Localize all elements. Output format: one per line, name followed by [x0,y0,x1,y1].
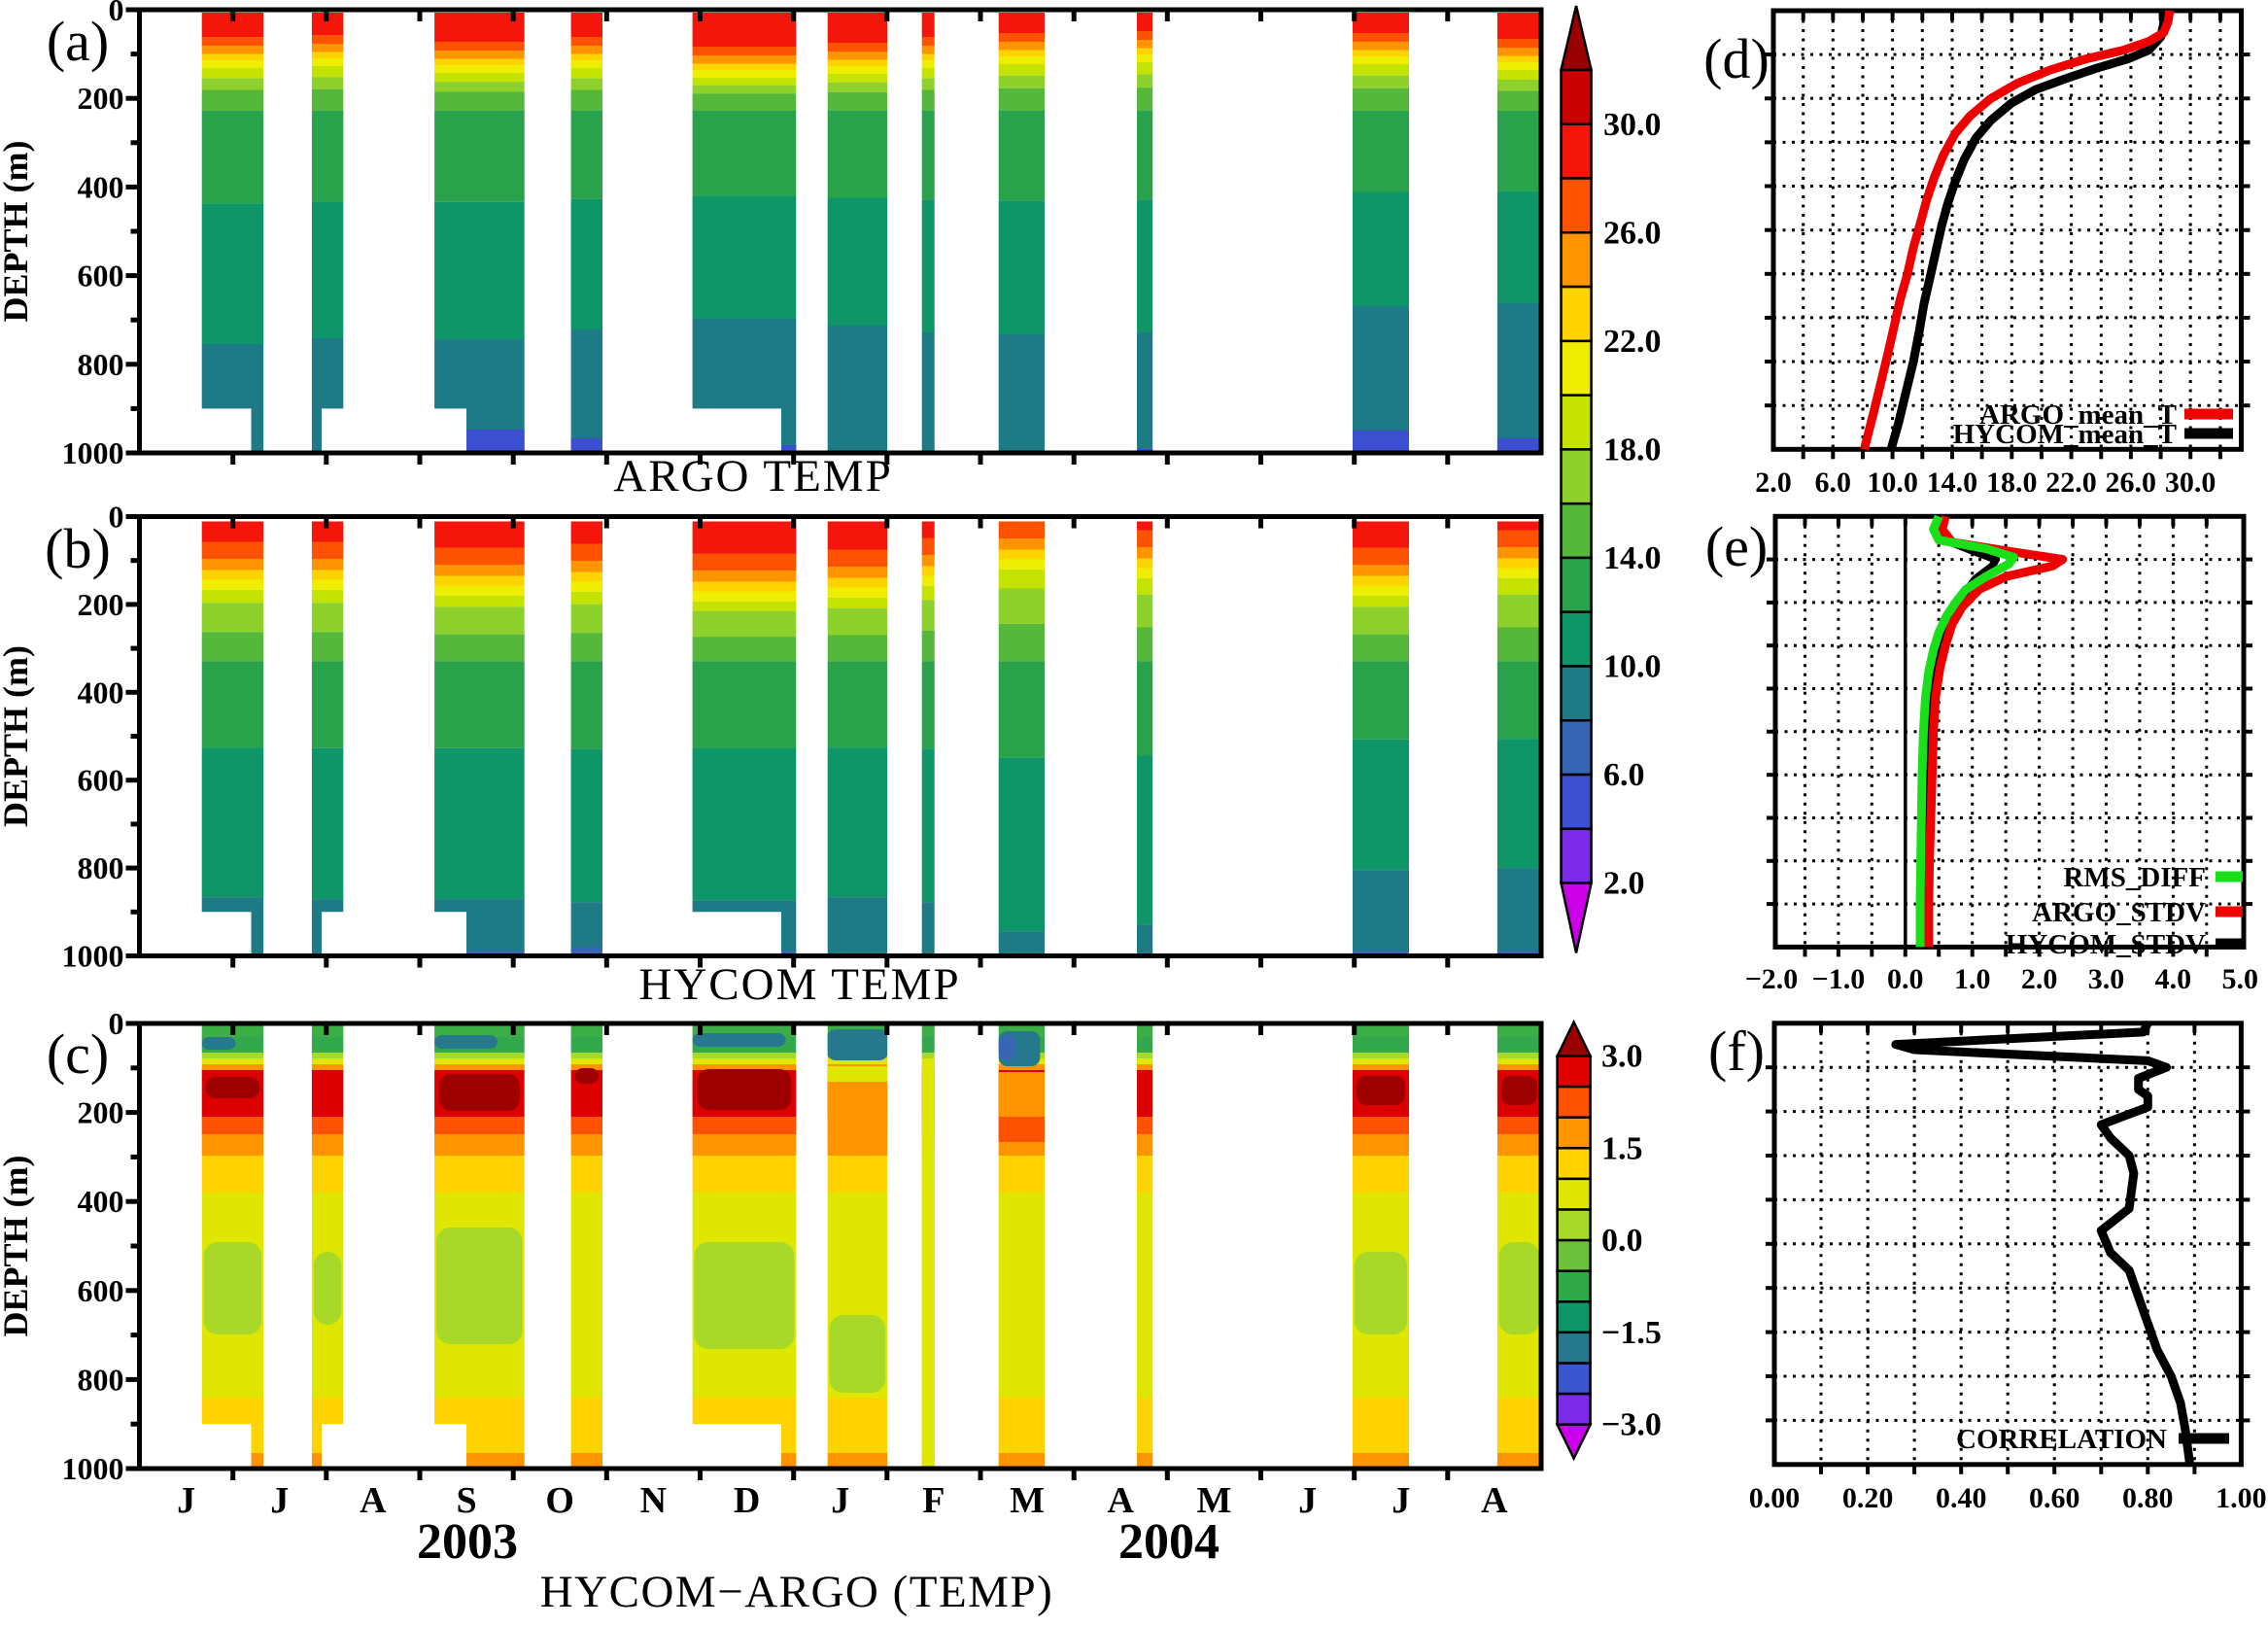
svg-text:22.0: 22.0 [1603,324,1662,360]
svg-text:−3.0: −3.0 [1601,1407,1662,1443]
svg-text:2.0: 2.0 [1755,467,1792,499]
svg-text:F: F [922,1480,945,1521]
svg-text:14.0: 14.0 [1927,467,1978,499]
svg-text:ARGO_mean_T: ARGO_mean_T [1979,399,2177,431]
svg-text:2.0: 2.0 [1603,866,1645,902]
svg-text:0.0: 0.0 [1601,1223,1643,1259]
svg-text:0: 0 [109,0,124,27]
svg-text:J: J [831,1480,849,1521]
svg-text:HYCOM TEMP: HYCOM TEMP [638,959,960,1010]
svg-text:10.0: 10.0 [1867,467,1918,499]
svg-text:10.0: 10.0 [1603,649,1662,685]
svg-text:(c): (c) [47,1022,109,1086]
svg-text:3.0: 3.0 [2088,963,2125,995]
svg-text:0: 0 [109,1006,124,1041]
svg-text:2003: 2003 [417,1514,518,1570]
svg-text:M: M [1196,1480,1231,1521]
svg-text:−1.5: −1.5 [1601,1315,1662,1351]
svg-text:1000: 1000 [62,1451,124,1486]
svg-text:600: 600 [78,763,124,798]
svg-text:800: 800 [78,1362,124,1397]
svg-text:0: 0 [109,500,124,535]
svg-text:HYCOM_mean_T: HYCOM_mean_T [1953,419,2177,450]
svg-text:(d): (d) [1703,27,1770,90]
svg-text:0.00: 0.00 [1749,1482,1801,1514]
svg-text:M: M [1010,1480,1045,1521]
svg-text:0.0: 0.0 [1887,963,1924,995]
svg-text:200: 200 [78,587,124,622]
svg-text:1.5: 1.5 [1601,1130,1643,1166]
svg-text:2.0: 2.0 [2021,963,2058,995]
svg-text:DEPTH (m): DEPTH (m) [0,645,35,827]
svg-text:1.00: 1.00 [2216,1482,2267,1514]
svg-text:(f): (f) [1708,1020,1765,1083]
svg-text:ARGO_STDV: ARGO_STDV [2032,897,2206,928]
svg-text:6.0: 6.0 [1815,467,1852,499]
svg-text:800: 800 [78,850,124,885]
svg-text:30.0: 30.0 [2165,467,2216,499]
svg-text:DEPTH (m): DEPTH (m) [0,1156,35,1337]
svg-text:ARGO TEMP: ARGO TEMP [613,451,892,502]
svg-text:1.0: 1.0 [1954,963,1991,995]
svg-text:400: 400 [78,1184,124,1219]
svg-text:600: 600 [78,259,124,294]
svg-text:4.0: 4.0 [2155,963,2192,995]
svg-text:A: A [360,1480,387,1521]
svg-text:0.60: 0.60 [2029,1482,2080,1514]
svg-text:200: 200 [78,81,124,116]
svg-text:HYCOM−ARGO (TEMP): HYCOM−ARGO (TEMP) [540,1567,1054,1617]
svg-text:S: S [457,1480,477,1521]
svg-text:30.0: 30.0 [1603,107,1662,143]
svg-text:−1.0: −1.0 [1812,963,1866,995]
svg-text:J: J [177,1480,195,1521]
svg-text:5.0: 5.0 [2222,963,2259,995]
svg-text:200: 200 [78,1095,124,1130]
svg-text:400: 400 [78,169,124,204]
svg-text:6.0: 6.0 [1603,757,1645,793]
svg-text:HYCOM_STDV: HYCOM_STDV [2006,929,2206,960]
svg-text:CORRELATION: CORRELATION [1956,1424,2167,1455]
svg-text:−2.0: −2.0 [1745,963,1799,995]
svg-text:18.0: 18.0 [1603,432,1662,467]
svg-text:N: N [640,1480,667,1521]
svg-text:J: J [1392,1480,1410,1521]
svg-text:O: O [545,1480,574,1521]
svg-text:1000: 1000 [62,435,124,470]
svg-text:26.0: 26.0 [2106,467,2157,499]
svg-text:26.0: 26.0 [1603,215,1662,251]
svg-text:(e): (e) [1705,515,1768,578]
svg-text:0.20: 0.20 [1842,1482,1894,1514]
svg-text:22.0: 22.0 [2045,467,2097,499]
svg-text:A: A [1481,1480,1508,1521]
svg-text:J: J [270,1480,289,1521]
svg-text:(b): (b) [45,517,111,580]
svg-text:(a): (a) [47,10,109,73]
svg-text:18.0: 18.0 [1986,467,2038,499]
svg-text:2004: 2004 [1118,1514,1220,1570]
svg-text:3.0: 3.0 [1601,1039,1643,1075]
svg-text:J: J [1298,1480,1317,1521]
svg-text:0.40: 0.40 [1936,1482,1987,1514]
svg-text:0.80: 0.80 [2122,1482,2174,1514]
svg-text:14.0: 14.0 [1603,540,1662,576]
svg-text:D: D [734,1480,760,1521]
svg-text:600: 600 [78,1273,124,1308]
svg-text:RMS_DIFF: RMS_DIFF [2063,862,2206,893]
svg-text:1000: 1000 [62,939,124,974]
svg-text:A: A [1107,1480,1134,1521]
svg-text:DEPTH (m): DEPTH (m) [0,141,35,323]
svg-text:800: 800 [78,347,124,382]
svg-text:400: 400 [78,675,124,710]
